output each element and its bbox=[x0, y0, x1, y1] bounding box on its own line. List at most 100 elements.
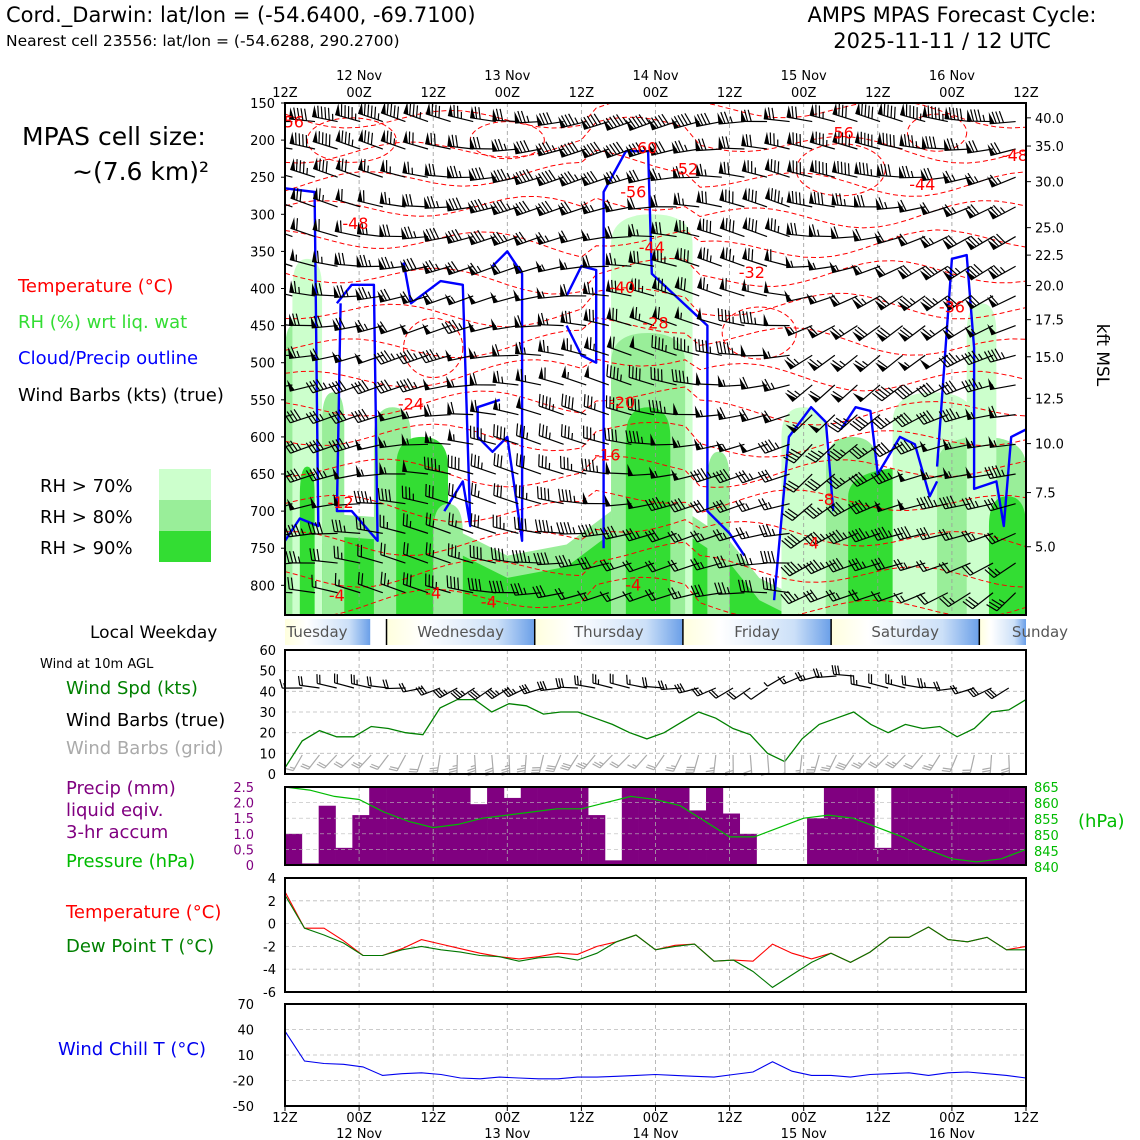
barb-flag bbox=[331, 519, 335, 532]
barb-flag bbox=[694, 584, 701, 597]
barb-flag bbox=[580, 557, 588, 569]
barb-staff bbox=[967, 384, 994, 393]
barb-flag bbox=[268, 409, 274, 419]
barb-flag bbox=[325, 160, 328, 174]
barb-flag bbox=[790, 448, 802, 456]
barb-staff bbox=[493, 526, 519, 534]
wind-barb bbox=[467, 320, 496, 333]
barb-flag bbox=[987, 567, 998, 576]
barb-flag bbox=[299, 160, 302, 173]
wind-barb bbox=[649, 168, 677, 182]
barb-flag bbox=[522, 200, 531, 212]
barb-pennant bbox=[718, 136, 724, 149]
wind-barb bbox=[742, 247, 768, 267]
barb-flag bbox=[916, 595, 926, 605]
barb-flag bbox=[470, 513, 473, 526]
barb-flag bbox=[628, 430, 633, 443]
wind10m-barb-grid bbox=[685, 754, 700, 773]
wind10m-barb-true bbox=[868, 673, 889, 689]
barb-flag bbox=[652, 168, 658, 180]
barb-halfflag bbox=[949, 597, 956, 604]
barb-flag bbox=[738, 499, 747, 511]
top-date-label: 13 Nov bbox=[484, 69, 530, 84]
wind-barb bbox=[402, 161, 429, 178]
barb-flag bbox=[605, 172, 614, 184]
wind-barb bbox=[786, 222, 813, 238]
barb-staff bbox=[335, 384, 361, 395]
barb-flag bbox=[384, 488, 388, 502]
barb-flag bbox=[967, 172, 976, 184]
wind-barb bbox=[762, 347, 790, 360]
bottom-time-tick-label: 00Z bbox=[791, 1111, 817, 1126]
barb-flag bbox=[290, 346, 297, 358]
wind-barb bbox=[581, 458, 609, 475]
wind-barb bbox=[402, 459, 429, 475]
wind-barb bbox=[399, 291, 429, 305]
barb-halfflag bbox=[684, 144, 688, 152]
barb-staff bbox=[879, 443, 903, 458]
wind-barb bbox=[331, 519, 361, 534]
precip-ytick-label: 1.5 bbox=[233, 812, 254, 827]
barb-staff bbox=[628, 441, 655, 445]
barb-halfflag bbox=[278, 530, 281, 536]
barb-staff bbox=[696, 120, 722, 128]
barb-flag bbox=[373, 353, 382, 365]
barb-staff bbox=[627, 683, 648, 689]
barb-flag bbox=[584, 556, 592, 568]
barb-flag bbox=[369, 676, 372, 687]
barb-flag bbox=[939, 597, 949, 608]
barb-flag bbox=[591, 459, 595, 472]
barb-staff bbox=[816, 675, 837, 679]
barb-flag bbox=[524, 518, 527, 531]
barb-flag bbox=[990, 349, 999, 361]
barb-staff bbox=[292, 754, 303, 771]
barb-halfflag bbox=[892, 761, 897, 765]
wind-barb bbox=[807, 258, 835, 271]
barb-flag bbox=[383, 572, 387, 586]
barb-flag bbox=[657, 277, 660, 290]
barb-flag bbox=[426, 196, 432, 209]
weekday-name: Friday bbox=[734, 623, 780, 641]
barb-flag bbox=[399, 380, 407, 392]
barb-flag bbox=[1001, 767, 1010, 771]
barb-halfflag bbox=[923, 682, 927, 688]
wind-barb bbox=[606, 335, 632, 356]
barb-flag bbox=[903, 764, 912, 770]
barb-staff bbox=[992, 236, 1016, 251]
barb-flag bbox=[518, 231, 527, 243]
barb-halfflag bbox=[877, 594, 883, 601]
barb-staff bbox=[584, 405, 610, 416]
barb-flag bbox=[546, 112, 553, 124]
barb-flag bbox=[451, 319, 460, 331]
barb-staff bbox=[524, 754, 527, 773]
wind-barb bbox=[694, 112, 722, 128]
barb-staff bbox=[990, 148, 1016, 157]
wind-barb bbox=[674, 306, 700, 327]
barb-flag bbox=[942, 496, 950, 509]
barb-halfflag bbox=[480, 462, 483, 470]
barb-pennant bbox=[852, 229, 860, 242]
barb-pennant bbox=[718, 161, 724, 174]
barb-flag bbox=[938, 563, 947, 574]
wind-barb bbox=[512, 231, 542, 246]
temperature-label: -48 bbox=[1002, 146, 1028, 165]
barb-flag bbox=[848, 503, 857, 515]
barb-flag bbox=[874, 558, 882, 570]
barb-flag bbox=[721, 308, 724, 322]
barb-staff bbox=[651, 503, 677, 512]
wind10m-title: Wind at 10m AGL bbox=[40, 657, 154, 672]
barb-flag bbox=[977, 109, 982, 122]
barb-flag bbox=[563, 172, 572, 183]
barb-flag bbox=[384, 191, 387, 205]
barb-flag bbox=[880, 327, 891, 336]
barb-flag bbox=[322, 159, 325, 172]
wind-barb bbox=[780, 590, 813, 605]
barb-halfflag bbox=[680, 312, 683, 320]
barb-flag bbox=[311, 522, 316, 535]
wind-barb bbox=[532, 585, 564, 599]
precip-bar bbox=[924, 787, 943, 865]
barb-pennant bbox=[333, 285, 340, 298]
wind-barb bbox=[491, 138, 519, 152]
barb-flag bbox=[788, 451, 800, 459]
barb-flag bbox=[379, 321, 388, 333]
